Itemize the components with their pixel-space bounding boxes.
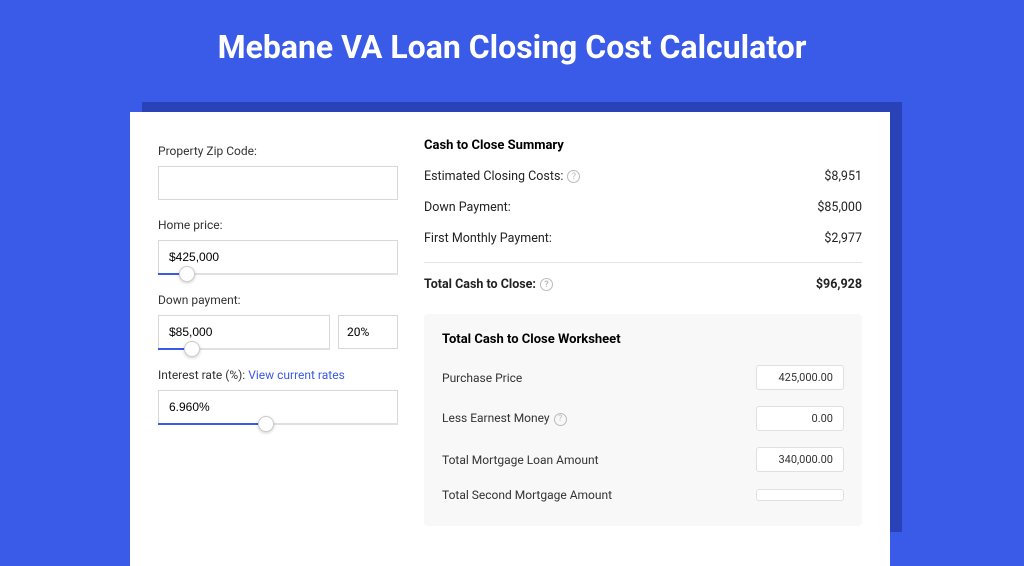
home-price-slider-wrap	[158, 240, 398, 275]
summary-value: $8,951	[824, 169, 862, 184]
down-payment-pct[interactable]: 20%	[338, 315, 398, 349]
zip-label: Property Zip Code:	[158, 144, 398, 158]
summary-row-total: Total Cash to Close:? $96,928	[424, 277, 862, 292]
summary-value: $85,000	[817, 200, 862, 215]
summary-label: First Monthly Payment:	[424, 231, 552, 246]
worksheet-row-earnest-money: Less Earnest Money? 0.00	[442, 406, 844, 431]
home-price-input[interactable]	[158, 240, 398, 274]
worksheet-row-mortgage-amount: Total Mortgage Loan Amount 340,000.00	[442, 447, 844, 472]
zip-input[interactable]	[158, 166, 398, 200]
worksheet-label: Less Earnest Money	[442, 411, 550, 425]
help-icon[interactable]: ?	[554, 413, 567, 426]
worksheet-value	[756, 489, 844, 501]
worksheet-label: Total Second Mortgage Amount	[442, 488, 612, 502]
interest-slider-wrap	[158, 390, 398, 425]
calculator-card: Property Zip Code: Home price: Down paym…	[130, 112, 890, 566]
divider	[424, 262, 862, 263]
inputs-column: Property Zip Code: Home price: Down paym…	[158, 138, 398, 526]
down-payment-label: Down payment:	[158, 293, 398, 307]
worksheet-value: 0.00	[756, 406, 844, 431]
slider-thumb[interactable]	[179, 266, 195, 282]
summary-row-first-payment: First Monthly Payment: $2,977	[424, 231, 862, 246]
worksheet-label: Purchase Price	[442, 371, 522, 385]
summary-value: $2,977	[824, 231, 862, 246]
worksheet-title: Total Cash to Close Worksheet	[442, 332, 844, 347]
interest-input[interactable]	[158, 390, 398, 424]
interest-slider[interactable]	[158, 423, 398, 425]
summary-label: Estimated Closing Costs:	[424, 169, 563, 184]
home-price-slider[interactable]	[158, 273, 398, 275]
worksheet-label: Total Mortgage Loan Amount	[442, 453, 599, 467]
down-payment-slider-wrap	[158, 315, 330, 350]
home-price-label: Home price:	[158, 218, 398, 232]
page-title: Mebane VA Loan Closing Cost Calculator	[0, 0, 1024, 88]
worksheet-panel: Total Cash to Close Worksheet Purchase P…	[424, 314, 862, 526]
summary-total-value: $96,928	[816, 277, 862, 292]
slider-thumb[interactable]	[258, 416, 274, 432]
worksheet-value: 340,000.00	[756, 447, 844, 472]
summary-label: Down Payment:	[424, 200, 511, 215]
summary-row-down-payment: Down Payment: $85,000	[424, 200, 862, 215]
summary-row-closing-costs: Estimated Closing Costs:? $8,951	[424, 169, 862, 184]
help-icon[interactable]: ?	[540, 278, 553, 291]
slider-thumb[interactable]	[184, 341, 200, 357]
worksheet-value: 425,000.00	[756, 365, 844, 390]
interest-rate-label: Interest rate (%): View current rates	[158, 368, 398, 382]
summary-column: Cash to Close Summary Estimated Closing …	[424, 138, 862, 526]
down-payment-input[interactable]	[158, 315, 330, 349]
worksheet-row-second-mortgage: Total Second Mortgage Amount	[442, 488, 844, 502]
help-icon[interactable]: ?	[567, 170, 580, 183]
view-rates-link[interactable]: View current rates	[248, 368, 345, 382]
worksheet-row-purchase-price: Purchase Price 425,000.00	[442, 365, 844, 390]
down-payment-slider[interactable]	[158, 348, 330, 350]
summary-total-label: Total Cash to Close:	[424, 277, 536, 292]
summary-title: Cash to Close Summary	[424, 138, 862, 153]
down-payment-row: 20%	[158, 315, 398, 350]
